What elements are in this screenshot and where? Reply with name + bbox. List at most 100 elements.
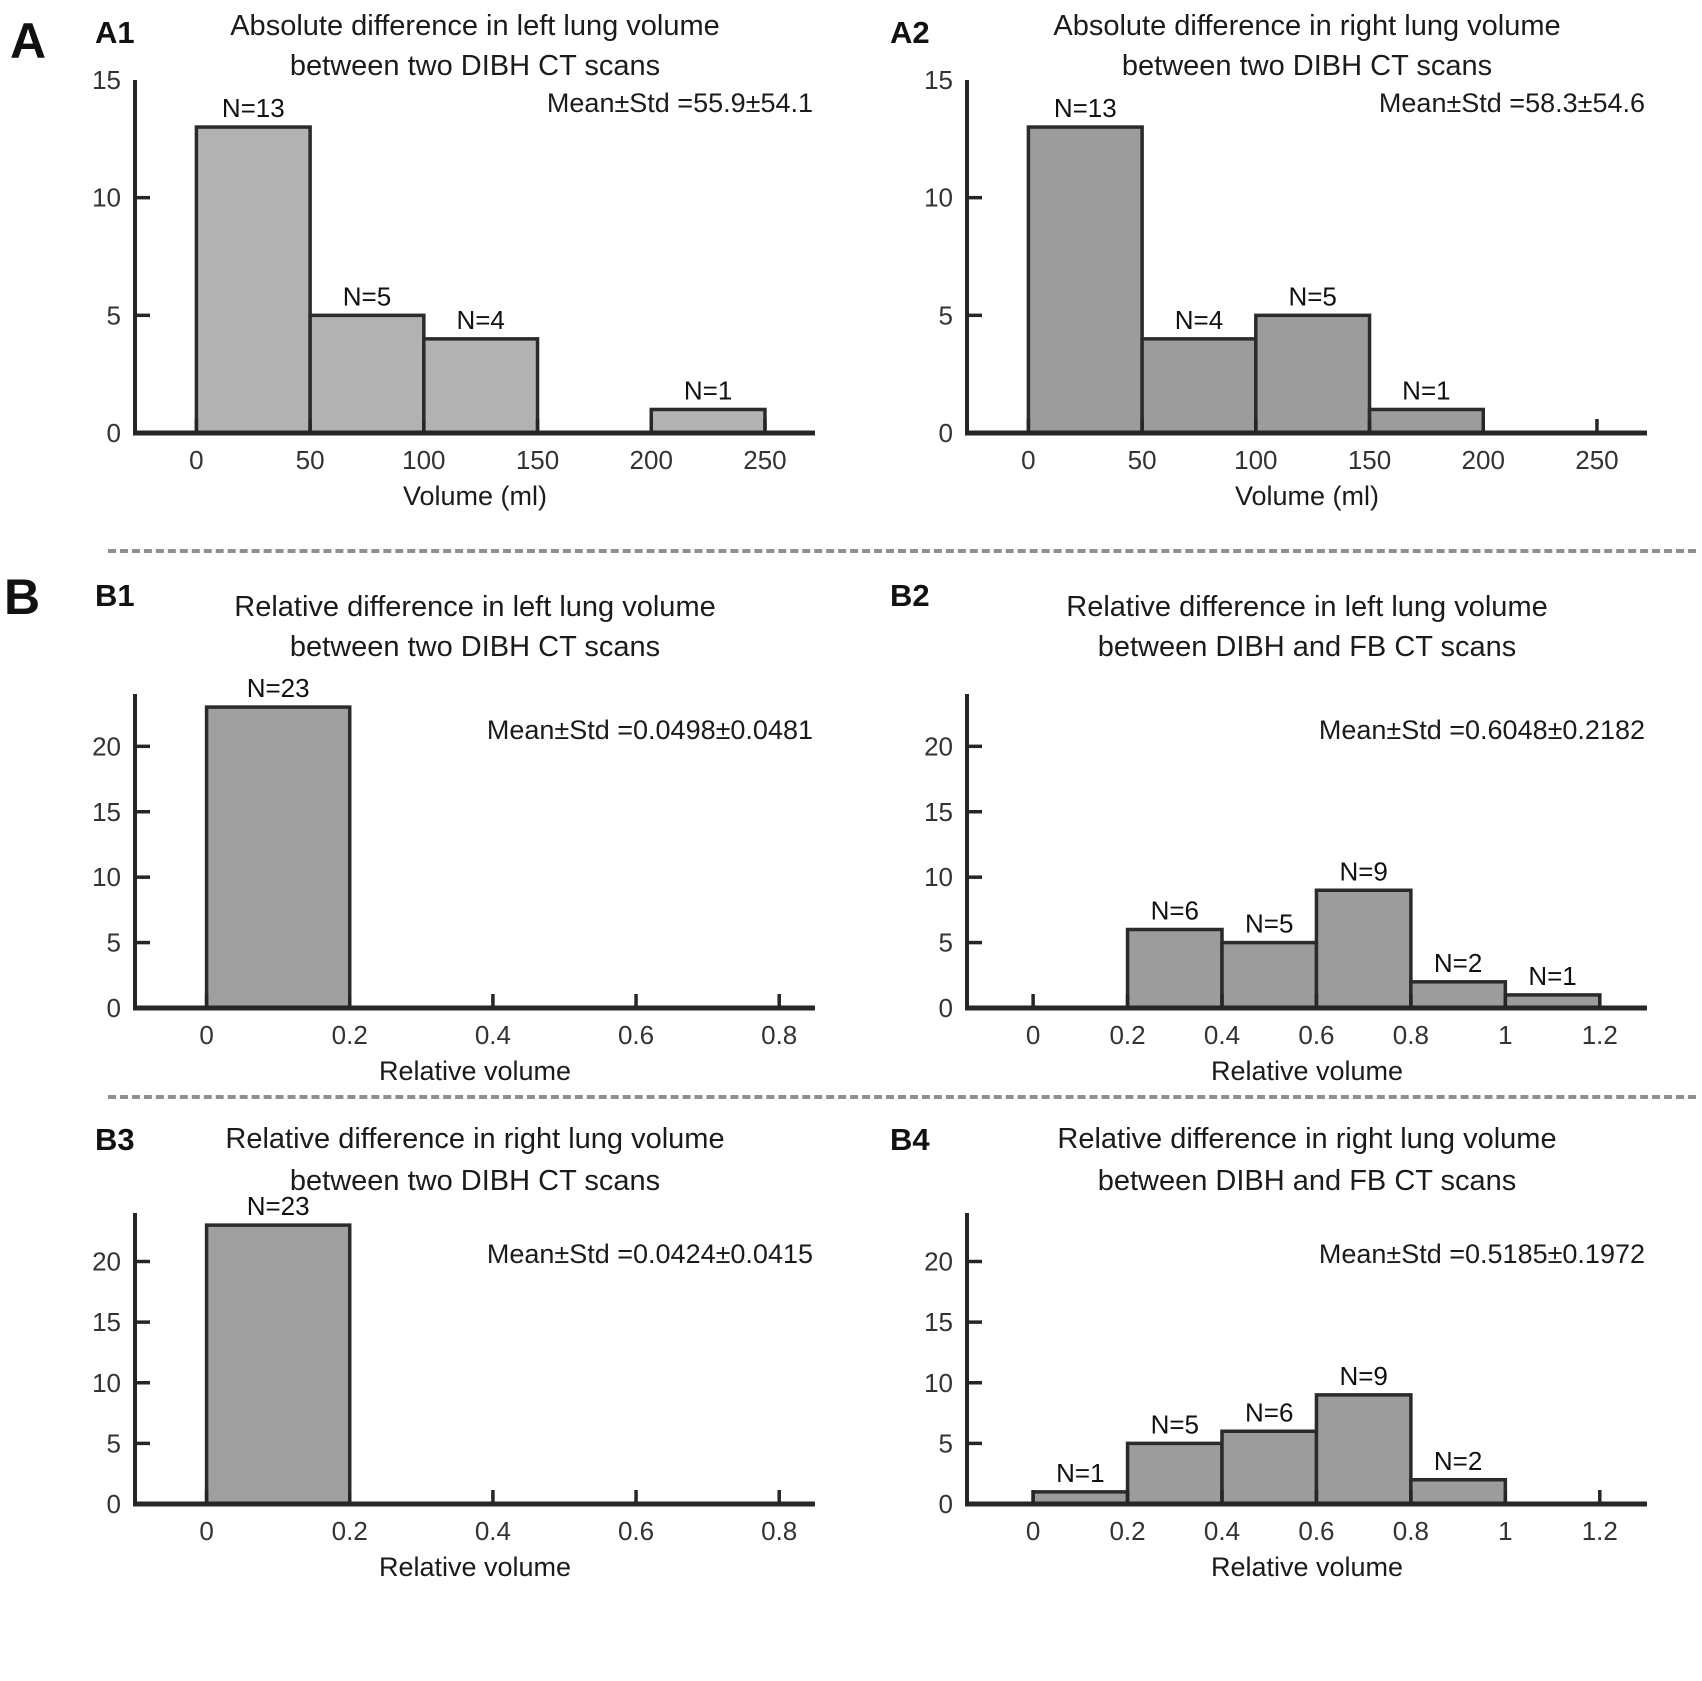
bar-count-label: N=4	[456, 305, 504, 335]
bar-count-label: N=1	[684, 375, 732, 405]
panel-B3: N=23 0 0.2 0.4 0.6 0.8 0 5 10 15 20 Relative differ…	[25, 1104, 845, 1679]
dashed-separator-bottom	[108, 1095, 1696, 1099]
panel-title-line1: Absolute difference in right lung volume	[1053, 10, 1560, 42]
panel-title-line1: Relative difference in left lung volume	[234, 591, 715, 623]
x-tick-label: 200	[1462, 445, 1505, 475]
panel-title-line2: between two DIBH CT scans	[290, 1165, 660, 1197]
panel-tag: B4	[890, 1122, 930, 1157]
panel-title-line2: between two DIBH CT scans	[290, 631, 660, 663]
y-tick-label: 0	[107, 1489, 121, 1519]
x-axis-label: Relative volume	[1211, 1552, 1403, 1582]
bar-count-label: N=2	[1434, 948, 1482, 978]
panel-title-line2: between DIBH and FB CT scans	[1098, 1165, 1517, 1197]
x-tick-label: 0.6	[618, 1516, 654, 1546]
panel-title-line1: Relative difference in left lung volume	[1066, 591, 1547, 623]
y-tick-label: 5	[939, 1428, 953, 1458]
bar-count-label: N=1	[1528, 961, 1576, 991]
x-tick-label: 0.6	[1298, 1516, 1334, 1546]
histogram-bar	[1220, 940, 1319, 1010]
panel-tag: B2	[890, 578, 930, 613]
panel-tag: A1	[95, 15, 135, 50]
x-tick-label: 0.2	[332, 1516, 368, 1546]
bar-count-label: N=5	[1151, 1409, 1199, 1439]
bar-count-label: N=5	[1288, 281, 1336, 311]
y-tick-label: 0	[939, 993, 953, 1023]
y-tick-label: 5	[107, 1428, 121, 1458]
x-tick-label: 0.4	[475, 1020, 511, 1050]
bar-count-label: N=4	[1175, 305, 1223, 335]
panel-A1: N=13 N=5 N=4 N=1 0 50 100 150 200 250 0 5 10 15 Absolu…	[25, 5, 845, 550]
histogram-bar	[649, 407, 767, 435]
y-tick-label: 20	[924, 731, 953, 761]
histogram-bar	[1314, 888, 1413, 1010]
y-tick-label: 10	[924, 1368, 953, 1398]
panel-title-line2: between DIBH and FB CT scans	[1098, 631, 1517, 663]
x-tick-label: 0	[1026, 1020, 1040, 1050]
x-axis-label: Relative volume	[379, 1056, 571, 1086]
chart-B1: N=23 0 0.2 0.4 0.6 0.8 0 5 10 15 20 Relative differ…	[92, 578, 815, 1086]
x-tick-label: 150	[1348, 445, 1391, 475]
y-tick-label: 5	[107, 300, 121, 330]
y-tick-label: 5	[107, 928, 121, 958]
mean-std-annotation: Mean±Std =0.5185±0.1972	[1319, 1239, 1645, 1269]
x-tick-label: 0.4	[1204, 1020, 1240, 1050]
histogram-bar	[1409, 1478, 1508, 1506]
panel-tag: B3	[95, 1122, 135, 1157]
y-tick-label: 10	[924, 862, 953, 892]
x-tick-label: 0.2	[1109, 1516, 1145, 1546]
chart-B3: N=23 0 0.2 0.4 0.6 0.8 0 5 10 15 20 Relative differ…	[92, 1122, 815, 1582]
bar-count-label: N=1	[1056, 1458, 1104, 1488]
mean-std-annotation: Mean±Std =55.9±54.1	[547, 88, 813, 118]
histogram-bar	[1220, 1429, 1319, 1506]
histogram-bar	[1367, 407, 1486, 435]
x-tick-label: 50	[296, 445, 325, 475]
histogram-bar	[1125, 927, 1224, 1010]
group-label-A: A	[10, 13, 47, 69]
bar-count-label: N=1	[1402, 375, 1450, 405]
x-tick-label: 0.2	[332, 1020, 368, 1050]
y-tick-label: 15	[924, 65, 953, 95]
x-tick-label: 250	[1575, 445, 1618, 475]
x-tick-label: 0	[1026, 1516, 1040, 1546]
y-tick-label: 20	[924, 1247, 953, 1277]
chart-A1: N=13 N=5 N=4 N=1 0 50 100 150 200 250 0 5 10 15 Absolu…	[92, 10, 815, 511]
x-axis-label: Relative volume	[1211, 1056, 1403, 1086]
y-tick-label: 5	[939, 928, 953, 958]
x-tick-label: 0.8	[761, 1516, 797, 1546]
histogram-bar	[422, 337, 540, 435]
bar-count-label: N=9	[1339, 1361, 1387, 1391]
x-tick-label: 50	[1128, 445, 1157, 475]
x-tick-label: 0.8	[1393, 1020, 1429, 1050]
x-axis-label: Volume (ml)	[403, 481, 547, 511]
panel-title-line2: between two DIBH CT scans	[290, 50, 660, 82]
bar-count-label: N=6	[1151, 896, 1199, 926]
y-tick-label: 10	[92, 1368, 121, 1398]
panel-A2: N=13 N=4 N=5 N=1 0 50 100 150 200 250 0 5 10 15 Absolu…	[857, 5, 1677, 550]
y-tick-label: 10	[924, 183, 953, 213]
x-axis-label: Volume (ml)	[1235, 481, 1379, 511]
x-tick-label: 100	[402, 445, 445, 475]
bar-count-label: N=9	[1339, 856, 1387, 886]
histogram-bar	[204, 1223, 352, 1506]
x-tick-label: 250	[743, 445, 786, 475]
histogram-bar	[1026, 125, 1144, 435]
x-tick-label: 0.2	[1109, 1020, 1145, 1050]
bar-count-label: N=23	[247, 673, 310, 703]
panel-title-line1: Absolute difference in left lung volume	[230, 10, 720, 42]
y-tick-label: 20	[92, 1247, 121, 1277]
x-axis-label: Relative volume	[379, 1552, 571, 1582]
bar-count-label: N=6	[1245, 1397, 1293, 1427]
chart-A2: N=13 N=4 N=5 N=1 0 50 100 150 200 250 0 5 10 15 Absolu…	[890, 10, 1647, 511]
x-tick-label: 0.8	[761, 1020, 797, 1050]
x-tick-label: 1.2	[1582, 1516, 1618, 1546]
mean-std-annotation: Mean±Std =0.0424±0.0415	[487, 1239, 813, 1269]
histogram-bar	[204, 705, 352, 1010]
panel-title-line2: between two DIBH CT scans	[1122, 50, 1492, 82]
y-tick-label: 15	[92, 1307, 121, 1337]
y-tick-label: 15	[924, 1307, 953, 1337]
mean-std-annotation: Mean±Std =58.3±54.6	[1379, 88, 1645, 118]
histogram-bar	[194, 125, 312, 435]
y-tick-label: 0	[939, 1489, 953, 1519]
x-tick-label: 100	[1234, 445, 1277, 475]
